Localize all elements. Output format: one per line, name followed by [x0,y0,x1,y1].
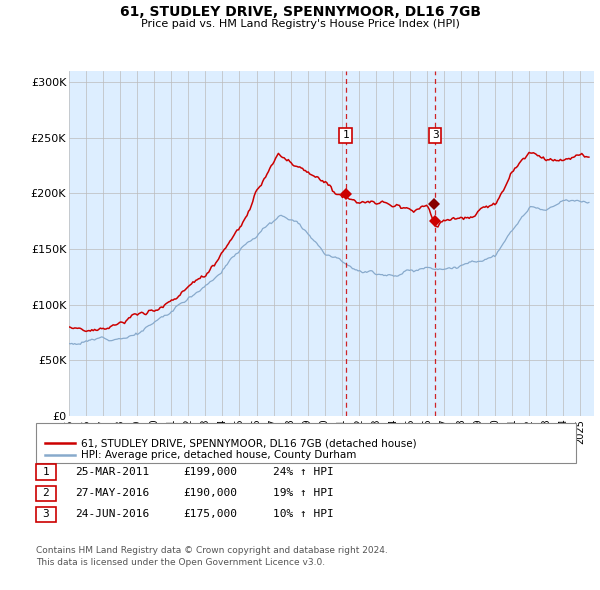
Text: 1: 1 [342,130,349,140]
Text: 2: 2 [42,489,49,498]
Text: 61, STUDLEY DRIVE, SPENNYMOOR, DL16 7GB: 61, STUDLEY DRIVE, SPENNYMOOR, DL16 7GB [119,5,481,19]
Text: 24% ↑ HPI: 24% ↑ HPI [273,467,334,477]
Text: £190,000: £190,000 [183,489,237,498]
Text: 27-MAY-2016: 27-MAY-2016 [75,489,149,498]
Text: 19% ↑ HPI: 19% ↑ HPI [273,489,334,498]
Text: Price paid vs. HM Land Registry's House Price Index (HPI): Price paid vs. HM Land Registry's House … [140,19,460,30]
Text: HPI: Average price, detached house, County Durham: HPI: Average price, detached house, Coun… [81,451,356,460]
Text: 3: 3 [432,130,439,140]
Text: 1: 1 [42,467,49,477]
Text: 3: 3 [42,510,49,519]
Text: 10% ↑ HPI: 10% ↑ HPI [273,510,334,519]
Text: 61, STUDLEY DRIVE, SPENNYMOOR, DL16 7GB (detached house): 61, STUDLEY DRIVE, SPENNYMOOR, DL16 7GB … [81,438,416,448]
Text: £175,000: £175,000 [183,510,237,519]
Text: 25-MAR-2011: 25-MAR-2011 [75,467,149,477]
Text: 24-JUN-2016: 24-JUN-2016 [75,510,149,519]
Text: £199,000: £199,000 [183,467,237,477]
Text: Contains HM Land Registry data © Crown copyright and database right 2024.
This d: Contains HM Land Registry data © Crown c… [36,546,388,567]
